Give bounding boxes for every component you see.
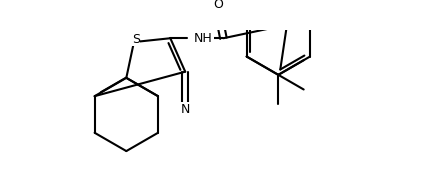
Text: O: O <box>213 0 223 11</box>
Text: N: N <box>181 103 190 116</box>
Text: S: S <box>132 33 140 46</box>
Text: NH: NH <box>194 32 213 45</box>
